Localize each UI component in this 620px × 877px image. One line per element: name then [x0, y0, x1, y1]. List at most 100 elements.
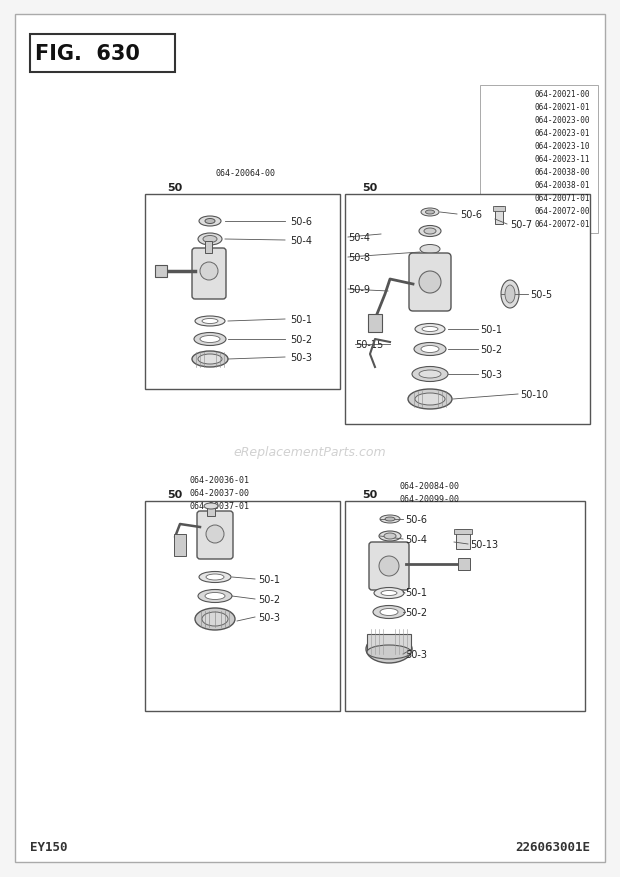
Ellipse shape: [379, 531, 401, 541]
Ellipse shape: [380, 516, 400, 524]
Text: 064-20038-00: 064-20038-00: [534, 168, 590, 177]
Text: 50-2: 50-2: [480, 345, 502, 354]
Ellipse shape: [501, 281, 519, 309]
Ellipse shape: [195, 609, 235, 631]
Text: 064-20072-00: 064-20072-00: [534, 207, 590, 216]
Ellipse shape: [415, 394, 445, 405]
Text: 50-3: 50-3: [480, 369, 502, 380]
FancyBboxPatch shape: [192, 249, 226, 300]
Ellipse shape: [415, 324, 445, 335]
Ellipse shape: [205, 219, 215, 225]
Ellipse shape: [384, 533, 396, 539]
Text: 50-3: 50-3: [258, 612, 280, 623]
Text: 50: 50: [362, 182, 378, 193]
Text: 50-2: 50-2: [405, 607, 427, 617]
Ellipse shape: [205, 593, 225, 600]
Bar: [30, 35, 175, 73]
Text: 50-2: 50-2: [258, 595, 280, 604]
Bar: [493, 207, 505, 211]
Text: 50-7: 50-7: [510, 220, 532, 230]
Text: 064-20023-00: 064-20023-00: [534, 116, 590, 125]
Ellipse shape: [367, 645, 411, 660]
Ellipse shape: [374, 588, 404, 599]
Text: 50-15: 50-15: [355, 339, 383, 350]
Text: 50-6: 50-6: [405, 515, 427, 524]
Text: 50-13: 50-13: [470, 539, 498, 549]
Text: 50-6: 50-6: [460, 210, 482, 220]
Ellipse shape: [414, 343, 446, 356]
Text: 50-4: 50-4: [290, 236, 312, 246]
Bar: [174, 534, 186, 556]
Ellipse shape: [204, 503, 218, 510]
Text: eReplacementParts.com: eReplacementParts.com: [234, 446, 386, 459]
Text: 50-9: 50-9: [348, 285, 370, 295]
Text: 064-20084-00: 064-20084-00: [400, 481, 460, 490]
FancyBboxPatch shape: [369, 542, 409, 590]
Ellipse shape: [425, 210, 435, 215]
Ellipse shape: [206, 574, 224, 581]
Ellipse shape: [195, 317, 225, 326]
Ellipse shape: [192, 352, 228, 367]
Bar: [345, 502, 585, 711]
Ellipse shape: [198, 354, 222, 365]
Bar: [454, 530, 472, 534]
Bar: [480, 86, 598, 234]
Text: 50-2: 50-2: [290, 335, 312, 345]
Text: 50-4: 50-4: [405, 534, 427, 545]
FancyBboxPatch shape: [197, 511, 233, 560]
Ellipse shape: [194, 333, 226, 346]
Ellipse shape: [198, 234, 222, 246]
Text: 064-20037-00: 064-20037-00: [190, 488, 250, 497]
Text: 064-20071-01: 064-20071-01: [534, 194, 590, 203]
Text: 50-1: 50-1: [290, 315, 312, 324]
Ellipse shape: [422, 327, 438, 332]
Text: 064-20021-01: 064-20021-01: [534, 103, 590, 112]
Ellipse shape: [419, 371, 441, 379]
Bar: [368, 315, 382, 332]
Ellipse shape: [203, 236, 217, 243]
Text: 226063001E: 226063001E: [515, 840, 590, 853]
Text: 064-20023-01: 064-20023-01: [534, 129, 590, 138]
Ellipse shape: [419, 226, 441, 238]
Text: 50-1: 50-1: [405, 588, 427, 597]
Text: EY150: EY150: [30, 840, 68, 853]
Text: 50-3: 50-3: [405, 649, 427, 660]
Bar: [458, 559, 470, 570]
Text: 50-3: 50-3: [290, 353, 312, 362]
Ellipse shape: [199, 572, 231, 583]
Text: 064-20064-00: 064-20064-00: [215, 168, 275, 178]
Ellipse shape: [412, 367, 448, 382]
Text: 50: 50: [167, 182, 183, 193]
Text: 50-8: 50-8: [348, 253, 370, 263]
Text: 064-20038-01: 064-20038-01: [534, 181, 590, 189]
Bar: [345, 195, 590, 424]
Text: 064-20023-11: 064-20023-11: [534, 155, 590, 164]
Text: FIG.  630: FIG. 630: [35, 44, 140, 64]
Ellipse shape: [424, 229, 436, 235]
Ellipse shape: [419, 272, 441, 294]
Text: 50-1: 50-1: [480, 324, 502, 335]
Text: 50-10: 50-10: [520, 389, 548, 400]
Text: 50-6: 50-6: [290, 217, 312, 227]
Ellipse shape: [421, 209, 439, 217]
Text: 50-5: 50-5: [530, 289, 552, 300]
Ellipse shape: [381, 591, 397, 595]
Bar: [367, 634, 411, 652]
Text: 50: 50: [167, 489, 183, 499]
Bar: [207, 506, 215, 517]
Bar: [145, 195, 340, 389]
Text: 064-20099-00: 064-20099-00: [400, 495, 460, 503]
Text: 50-1: 50-1: [258, 574, 280, 584]
Text: 064-20023-10: 064-20023-10: [534, 142, 590, 151]
Ellipse shape: [420, 246, 440, 254]
Ellipse shape: [366, 635, 412, 663]
FancyBboxPatch shape: [409, 253, 451, 311]
Ellipse shape: [200, 336, 220, 343]
Bar: [145, 502, 340, 711]
Text: 064-20037-01: 064-20037-01: [190, 502, 250, 510]
Ellipse shape: [505, 286, 515, 303]
Bar: [205, 242, 212, 253]
Text: 50-4: 50-4: [348, 232, 370, 243]
Ellipse shape: [379, 556, 399, 576]
Bar: [495, 207, 503, 225]
